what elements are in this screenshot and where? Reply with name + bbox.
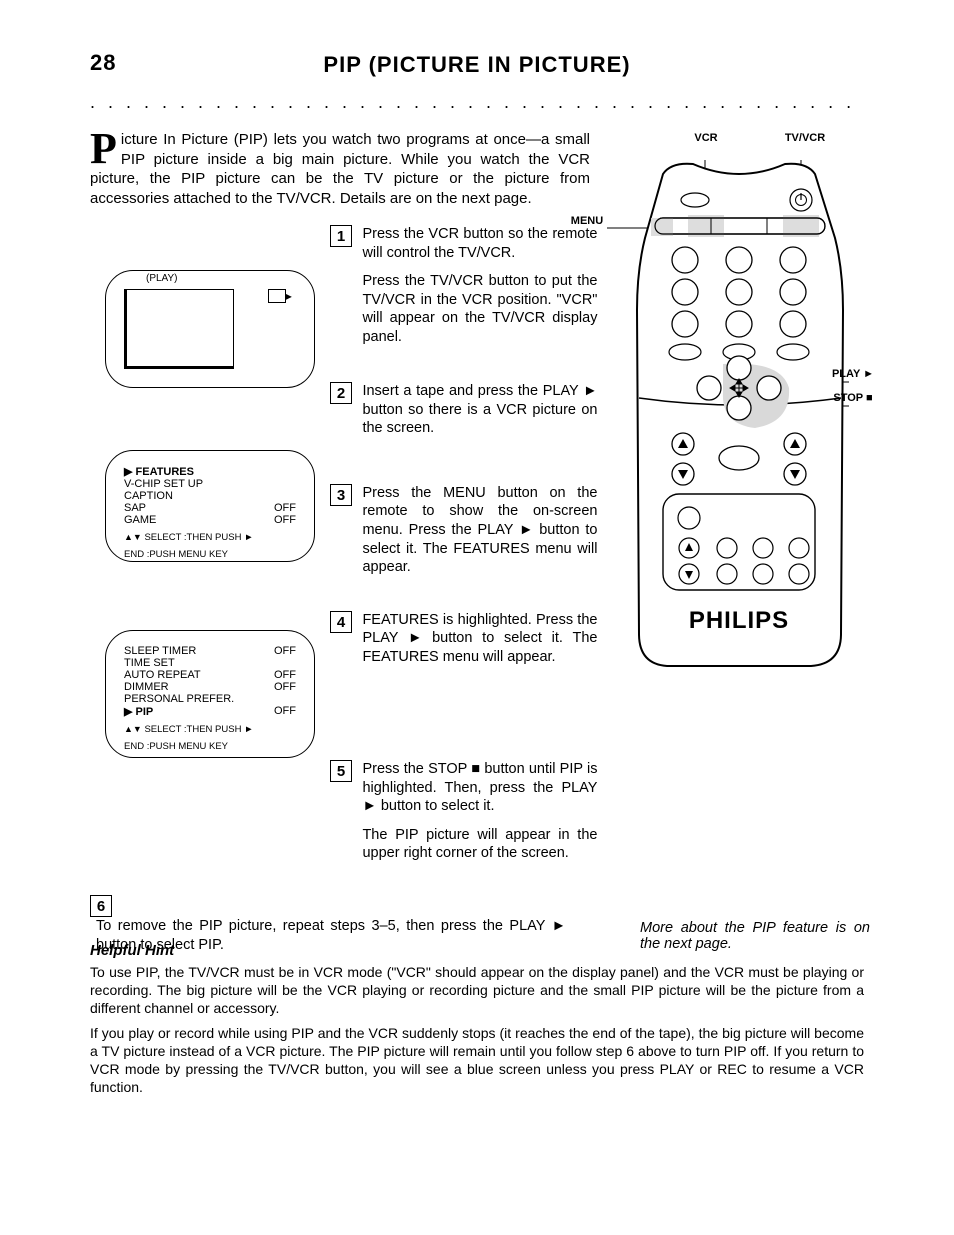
step4-text: FEATURES is highlighted. Press the PLAY … [362, 611, 597, 667]
step5b-text: The PIP picture will appear in the upper… [362, 827, 597, 862]
tv2-r4: GAME [124, 514, 156, 526]
tv2-title: ▶ FEATURES [124, 465, 296, 478]
label-tvvcr: TV/VCR [775, 132, 835, 144]
helpful-hint: Helpful Hint To use PIP, the TV/VCR must… [90, 942, 864, 1102]
tv3-r6b: OFF [274, 705, 296, 718]
intro-text: icture In Picture (PIP) lets you watch t… [90, 131, 590, 207]
tv-screenshot-2: ▶ FEATURES V-CHIP SET UP CAPTION SAPOFF … [105, 450, 315, 562]
step1b-text: Press the TV/VCR button to put the TV/VC… [362, 273, 597, 345]
intro-paragraph: P icture In Picture (PIP) lets you watch… [90, 130, 590, 208]
step5a-text: Press the STOP ■ button until PIP is hig… [362, 761, 597, 814]
step-3: 3 Press the MENU button on the remote to… [330, 484, 600, 577]
tv2-r3: SAP [124, 502, 146, 514]
step-num-2: 2 [330, 382, 352, 404]
tv2-hint2: END :PUSH MENU KEY [124, 549, 228, 560]
tv3-r3b: OFF [274, 669, 296, 681]
tv2-r1: V-CHIP SET UP [124, 478, 203, 490]
intro-dropcap: P [90, 130, 121, 168]
tv2-hint1: SELECT :THEN PUSH [144, 532, 241, 543]
tv3-r6a: ▶ PIP [124, 705, 153, 718]
label-play: PLAY ► [823, 368, 883, 380]
tv3-r4a: DIMMER [124, 681, 169, 693]
dotted-rule: . . . . . . . . . . . . . . . . . . . . … [90, 92, 864, 112]
tv1-play-label: (PLAY) [146, 273, 178, 284]
tv2-off-a: OFF [274, 502, 296, 514]
helpful-p2: If you play or record while using PIP an… [90, 1024, 864, 1097]
remote-svg: PHILIPS [605, 160, 875, 680]
label-vcr: VCR [681, 132, 731, 144]
remote-control-diagram: VCR TV/VCR MENU PLAY ► STOP ■ [605, 160, 875, 700]
step-1: 1 Press the VCR button so the remote wil… [330, 225, 600, 346]
tv2-off-b: OFF [274, 514, 296, 526]
tv-screenshot-3: SLEEP TIMER OFF TIME SET AUTO REPEAT OFF D… [105, 630, 315, 758]
step3-text: Press the MENU button on the remote to s… [362, 484, 597, 577]
helpful-title: Helpful Hint [90, 942, 864, 959]
step-num-4: 4 [330, 611, 352, 633]
tv3-r2a: TIME SET [124, 657, 175, 669]
tv-screenshot-1: ► (PLAY) [105, 270, 315, 388]
play-icon: ► [283, 291, 294, 303]
tv3-r3a: AUTO REPEAT [124, 669, 201, 681]
step-4: 4 FEATURES is highlighted. Press the PLA… [330, 611, 600, 667]
step-num-5: 5 [330, 760, 352, 782]
tv3-r1a: SLEEP TIMER [124, 645, 196, 657]
step2-text: Insert a tape and press the PLAY ► butto… [362, 382, 597, 438]
step-num-3: 3 [330, 484, 352, 506]
tv1-main-picture [124, 289, 234, 369]
svg-text:PHILIPS: PHILIPS [689, 607, 789, 634]
page-title: PIP (PICTURE IN PICTURE) [90, 52, 864, 78]
step-num-6: 6 [90, 895, 112, 917]
label-menu: MENU [567, 215, 607, 227]
label-stop: STOP ■ [823, 392, 883, 404]
tv3-r5a: PERSONAL PREFER. [124, 693, 234, 705]
step-num-1: 1 [330, 225, 352, 247]
step-2: 2 Insert a tape and press the PLAY ► but… [330, 382, 600, 438]
step1a-text: Press the VCR button so the remote will … [362, 226, 597, 261]
tv3-hint1: SELECT :THEN PUSH [144, 724, 241, 735]
tv3-r4b: OFF [274, 681, 296, 693]
tv2-r2: CAPTION [124, 490, 173, 502]
step-5: 5 Press the STOP ■ button until PIP is h… [330, 760, 600, 863]
tv3-hint2: END :PUSH MENU KEY [124, 741, 228, 752]
helpful-p1: To use PIP, the TV/VCR must be in VCR mo… [90, 963, 864, 1018]
tv3-r1b: OFF [274, 645, 296, 657]
